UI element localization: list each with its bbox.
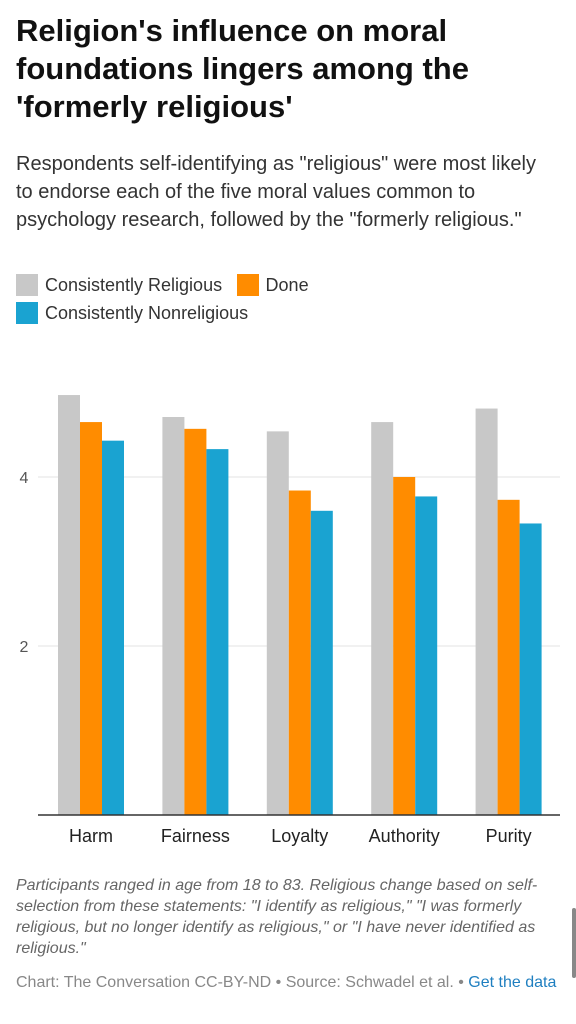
bar-loyalty-2 <box>310 510 333 815</box>
bar-fairness-2 <box>206 449 229 815</box>
chart-title: Religion's influence on moral foundation… <box>16 13 469 124</box>
bar-authority-0 <box>371 422 394 815</box>
x-category-label-authority: Authority <box>369 826 440 846</box>
x-category-label-loyalty: Loyalty <box>271 826 328 846</box>
bar-loyalty-0 <box>266 431 289 815</box>
bar-authority-1 <box>393 477 416 815</box>
legend-item-religious: Consistently Religious <box>16 274 222 296</box>
bar-harm-2 <box>102 440 124 815</box>
legend-swatch-religious <box>16 274 38 296</box>
legend-swatch-done <box>236 274 259 296</box>
chart-notes: Participants ranged in age from 18 to 83… <box>16 877 538 957</box>
legend-label-nonreligious: Consistently Nonreligious <box>45 303 249 323</box>
bar-fairness-1 <box>184 428 207 815</box>
bar-purity-0 <box>475 408 498 815</box>
x-category-label-purity: Purity <box>486 826 532 846</box>
get-data-link[interactable]: Get the data <box>468 974 557 991</box>
bar-fairness-0 <box>162 417 185 815</box>
legend-label-done: Done <box>265 275 309 295</box>
bar-chart: 2 4 Harm Fairness Loyalty Authority Purity <box>20 395 560 846</box>
legend-item-done: Done <box>236 274 309 296</box>
chart-source: Chart: The Conversation CC-BY-ND • Sourc… <box>16 972 564 993</box>
bar-purity-2 <box>519 523 542 815</box>
source-text: Chart: The Conversation CC-BY-ND • Sourc… <box>16 974 469 991</box>
x-category-label-harm: Harm <box>69 826 113 846</box>
bar-loyalty-1 <box>288 490 311 815</box>
legend-item-nonreligious: Consistently Nonreligious <box>16 302 248 324</box>
y-tick-label-2: 2 <box>20 639 29 656</box>
legend-label-religious: Consistently Religious <box>45 275 223 295</box>
x-category-label-fairness: Fairness <box>161 826 230 846</box>
scrollbar[interactable] <box>572 908 576 978</box>
chart-subtitle: Respondents self-identifying as "religio… <box>16 153 536 231</box>
bar-purity-1 <box>497 499 520 815</box>
bar-harm-1 <box>80 422 102 815</box>
y-tick-label-4: 4 <box>20 470 29 487</box>
legend-swatch-nonreligious <box>16 302 38 324</box>
bar-authority-2 <box>415 496 438 815</box>
legend: Consistently Religious Done Consistently… <box>16 274 556 330</box>
bar-harm-0 <box>58 395 80 815</box>
